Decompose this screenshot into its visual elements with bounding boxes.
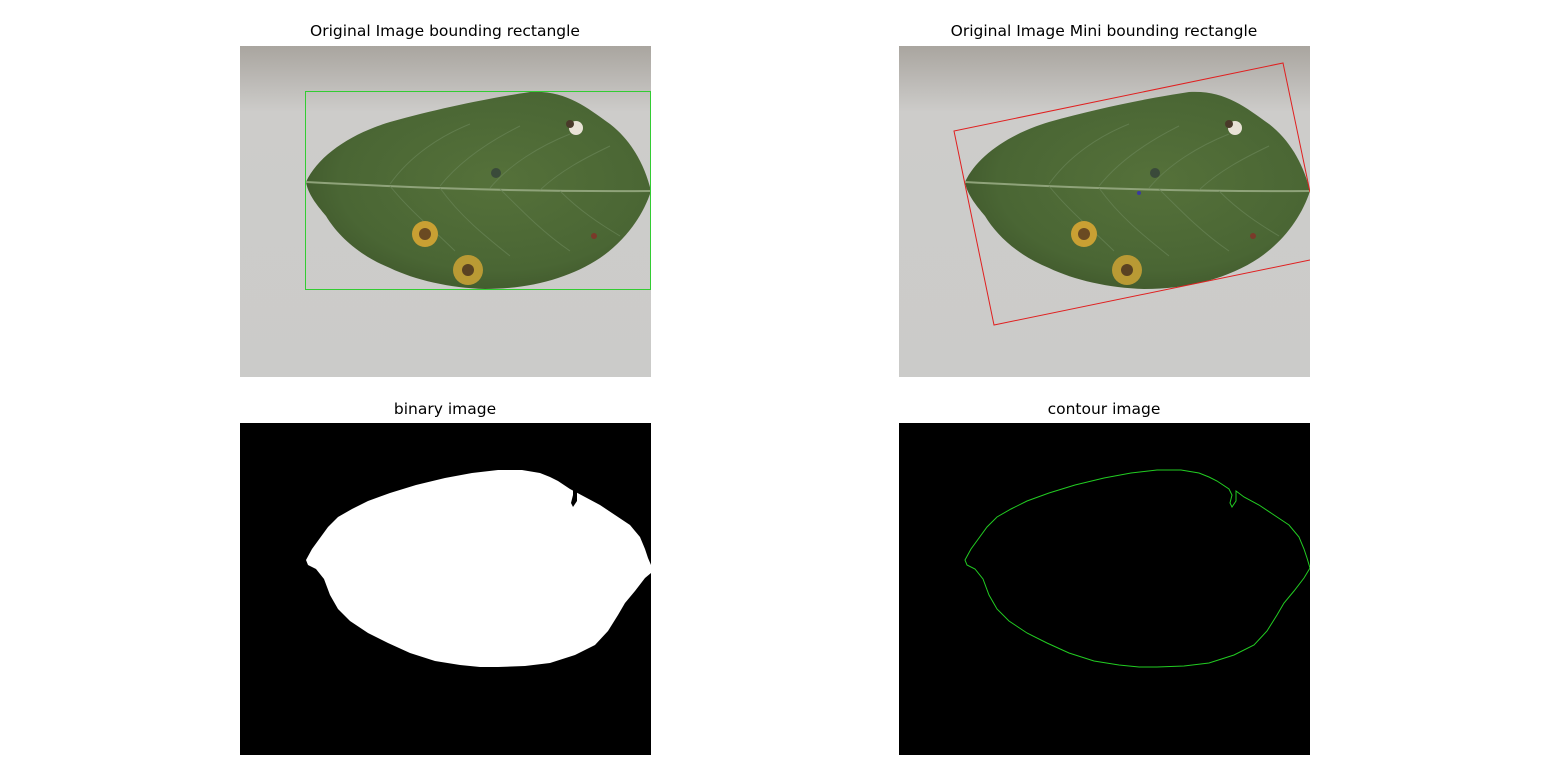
leaf-contour: [964, 469, 1310, 668]
panel-title-binary: binary image: [393, 400, 497, 418]
leaf-photo: [305, 91, 651, 290]
leaf-photo: [964, 91, 1310, 290]
panel-title-contour: contour image: [1047, 400, 1161, 418]
panel-title-original-bounding: Original Image bounding rectangle: [310, 22, 580, 40]
binary-leaf-mask: [306, 470, 651, 667]
binary-image-panel: [240, 423, 651, 755]
original-image-mini-bounding-panel: [899, 46, 1310, 377]
contour-image-panel: [899, 423, 1310, 755]
contour-background: [899, 423, 1310, 755]
original-image-bounding-panel: [240, 46, 651, 377]
panel-title-original-mini-bounding: Original Image Mini bounding rectangle: [950, 22, 1258, 40]
bounding-rectangle: [305, 91, 651, 290]
binary-notch: [571, 488, 577, 507]
min-area-rectangle: [953, 62, 1310, 326]
